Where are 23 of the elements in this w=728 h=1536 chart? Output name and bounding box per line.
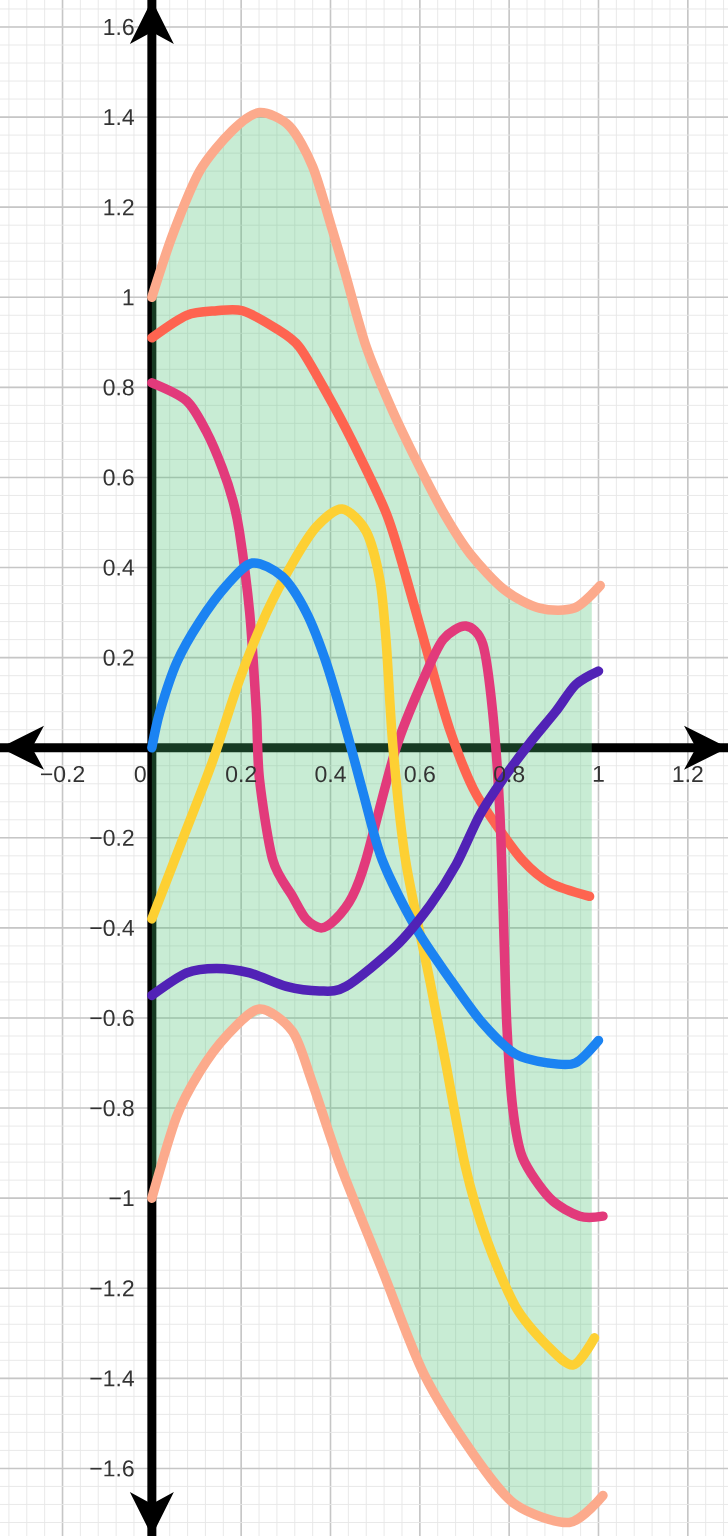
- y-tick-label: 1: [123, 289, 134, 306]
- x-tick-label: 1.2: [673, 765, 703, 782]
- x-tick-label: −0.2: [40, 765, 85, 783]
- y-tick-label: −1: [109, 1190, 134, 1207]
- x-tick-label: 0.8: [494, 765, 525, 783]
- y-tick-label: −1.6: [90, 1460, 134, 1477]
- y-tick-label: 0.4: [103, 559, 134, 576]
- y-tick-label: 1.2: [104, 199, 134, 216]
- y-tick-label: −0.2: [90, 829, 134, 846]
- y-tick-label: 0.2: [103, 649, 134, 666]
- y-tick-label: 0.8: [103, 379, 134, 396]
- y-tick-label: −1.4: [90, 1370, 134, 1387]
- y-tick-label: −0.6: [90, 1009, 134, 1027]
- y-tick-label: 1.4: [104, 109, 134, 125]
- x-tick-label: 0.6: [404, 765, 435, 783]
- y-tick-label: 0.6: [103, 469, 134, 486]
- x-tick-label: 1: [593, 765, 604, 782]
- y-tick-label: −1.2: [90, 1280, 134, 1297]
- y-tick-label: 1.6: [104, 18, 134, 36]
- y-tick-label: −0.8: [90, 1099, 134, 1117]
- y-tick-label: −0.4: [90, 919, 134, 937]
- x-tick-label: 0: [134, 765, 146, 783]
- x-tick-label: 0.4: [315, 765, 346, 783]
